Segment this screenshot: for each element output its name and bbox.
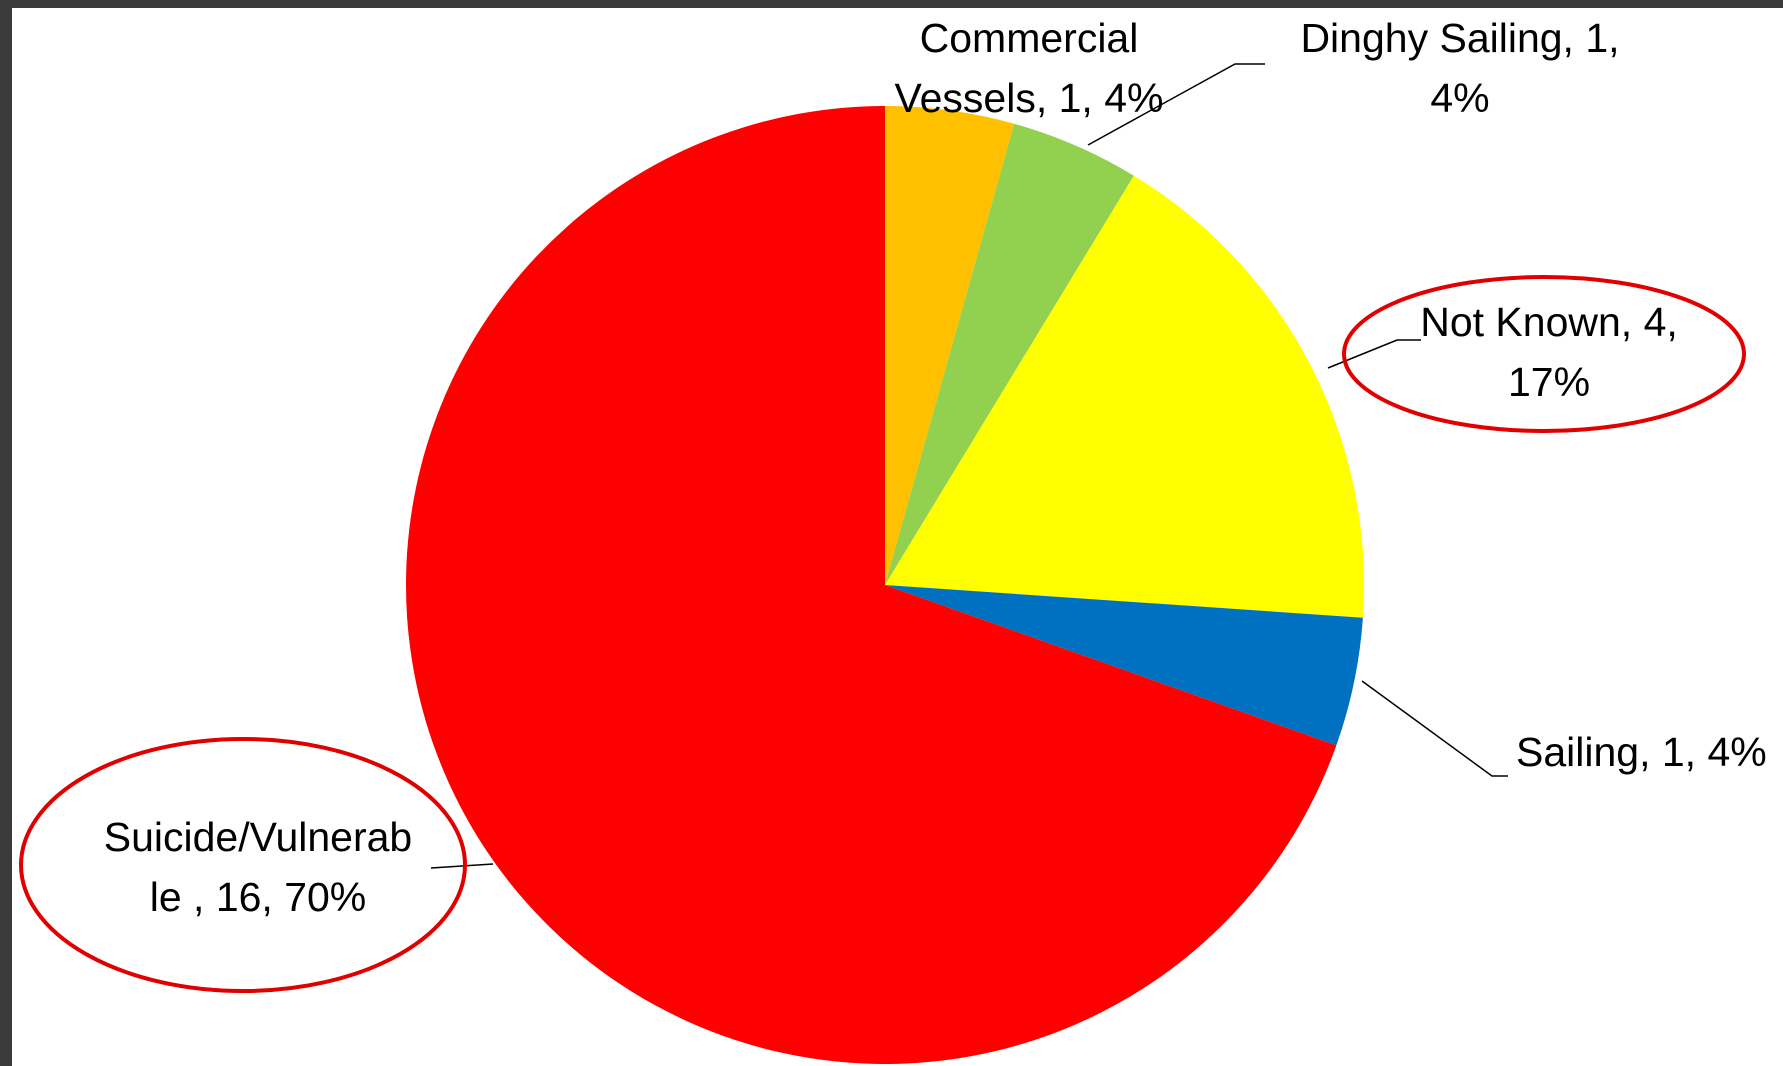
chart-canvas: Commercial Vessels, 1, 4% Dinghy Sailing, …: [12, 8, 1783, 1066]
highlight-ellipse-suicide-vulnerable: [19, 737, 467, 993]
leader-line-sailing: [1361, 680, 1508, 777]
data-labels: Commercial Vessels, 1, 4% Dinghy Sailing, …: [104, 15, 1767, 920]
data-label-line: Suicide/Vulnerab: [104, 814, 412, 860]
highlight-circles: [19, 275, 1746, 993]
data-label-suicide-vulnerable: Suicide/Vulnerab le , 16, 70%: [104, 814, 412, 920]
data-label-commercial-vessels: Commercial Vessels, 1, 4%: [895, 15, 1164, 121]
data-label-line: le , 16, 70%: [150, 874, 367, 920]
data-label-not-known: Not Known, 4, 17%: [1420, 299, 1678, 405]
slice-suicide-vulnerable: [405, 106, 1337, 1064]
data-label-line: Vessels, 1, 4%: [895, 75, 1164, 121]
highlight-ellipse-not-known: [1342, 275, 1746, 433]
pie-slices: [405, 106, 1364, 1064]
data-label-line: Dinghy Sailing, 1,: [1300, 15, 1619, 61]
data-label-line: Sailing, 1, 4%: [1516, 729, 1767, 775]
data-label-sailing: Sailing, 1, 4%: [1516, 729, 1767, 775]
slice-commercial-vessels: [885, 106, 1015, 585]
pie-chart: Commercial Vessels, 1, 4% Dinghy Sailing, …: [19, 15, 1767, 1064]
leader-line-not-known: [1327, 339, 1421, 369]
slice-not-known: [885, 175, 1364, 618]
slice-dinghy-sailing: [885, 123, 1134, 585]
data-label-line: 17%: [1508, 359, 1590, 405]
data-label-line: 4%: [1430, 75, 1489, 121]
leader-lines: [430, 63, 1508, 869]
data-label-dinghy-sailing: Dinghy Sailing, 1, 4%: [1300, 15, 1619, 121]
leader-line-suicide-vulnerable: [430, 863, 494, 869]
slice-sailing: [885, 585, 1363, 746]
leader-line-dinghy-sailing: [1087, 63, 1265, 146]
data-label-line: Not Known, 4,: [1420, 299, 1678, 345]
data-label-line: Commercial: [920, 15, 1139, 61]
